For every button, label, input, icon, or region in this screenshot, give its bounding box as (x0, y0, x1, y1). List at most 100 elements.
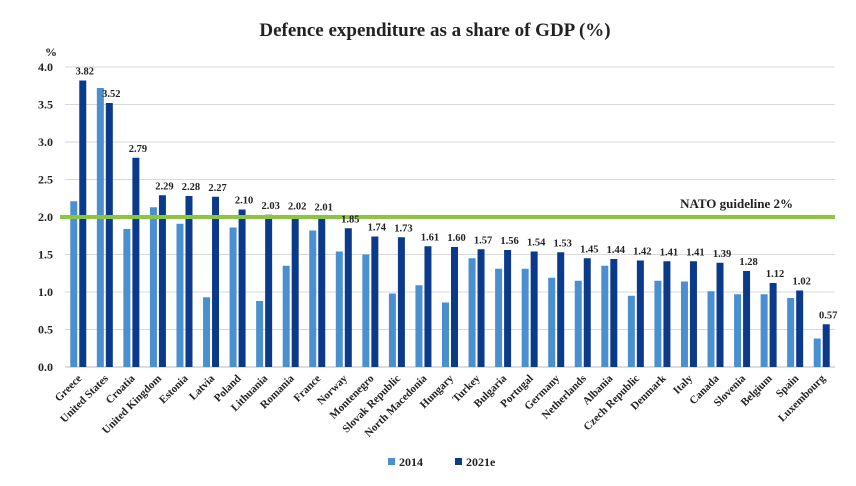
data-label: 1.44 (607, 245, 626, 256)
bar-2014-greece (70, 201, 78, 367)
bar-2014-slovak-republic (388, 293, 396, 367)
bar-2014-estonia (176, 223, 184, 367)
bar-2021e-bulgaria (504, 250, 512, 367)
bar-2021e-france (318, 216, 326, 367)
data-label: 2.10 (235, 196, 253, 207)
bar-2021e-norway (344, 228, 352, 367)
data-label: 2.28 (182, 182, 200, 193)
bar-2014-north-macedonia (415, 285, 423, 367)
bar-2014-bulgaria (495, 268, 503, 367)
bar-2014-united-states (96, 88, 104, 367)
data-label: 1.45 (580, 244, 598, 255)
data-label: 1.53 (554, 238, 572, 249)
bar-2021e-croatia (132, 157, 140, 367)
y-tick-label: 4.0 (38, 60, 53, 74)
bar-2021e-montenegro (371, 236, 379, 367)
bar-2014-france (309, 230, 317, 367)
legend-label-2014: 2014 (399, 455, 423, 469)
bar-2021e-estonia (185, 196, 193, 367)
y-tick-label: 3.5 (38, 98, 53, 112)
y-tick-label: 1.0 (38, 285, 53, 299)
bar-2014-czech-republic (627, 295, 635, 367)
bar-2021e-hungary (451, 247, 458, 367)
data-label: 1.61 (421, 232, 439, 243)
bar-2014-romania (282, 265, 290, 367)
data-label: 1.74 (368, 223, 387, 234)
bar-2014-latvia (203, 297, 211, 367)
bar-2014-germany (548, 277, 556, 367)
bar-2021e-belgium (769, 283, 777, 367)
bar-2014-canada (707, 291, 715, 367)
data-label: 1.73 (394, 223, 412, 234)
bar-2021e-slovenia (743, 271, 751, 367)
data-label: 2.27 (208, 183, 226, 194)
bar-2021e-poland (238, 209, 246, 367)
bar-2021e-lithuania (265, 214, 273, 367)
chart-title: Defence expenditure as a share of GDP (%… (259, 20, 610, 41)
bar-2014-norway (335, 251, 343, 367)
bar-2014-portugal (521, 268, 529, 367)
data-label: 1.28 (739, 257, 757, 268)
legend-swatch-2014 (388, 458, 395, 465)
legend-label-2021e: 2021e (466, 455, 496, 469)
bar-2021e-luxembourg (822, 324, 830, 367)
data-label: 1.39 (713, 249, 731, 260)
data-label: 1.41 (660, 247, 678, 258)
data-label: 1.60 (447, 233, 465, 244)
bar-2014-turkey (468, 258, 476, 367)
bar-2014-hungary (442, 302, 449, 367)
bar-2014-slovenia (734, 294, 742, 367)
bar-2014-luxembourg (813, 338, 821, 367)
bar-2014-belgium (760, 294, 768, 367)
bar-2021e-spain (796, 290, 804, 367)
y-tick-label: 3.0 (38, 135, 53, 149)
data-label: 1.85 (341, 214, 359, 225)
bar-2021e-greece (79, 80, 87, 367)
y-axis-label: % (45, 45, 57, 59)
bar-2021e-north-macedonia (424, 246, 432, 367)
data-label: 2.03 (261, 201, 279, 212)
bar-2021e-romania (291, 215, 299, 367)
bar-2014-albania (601, 265, 609, 367)
data-label: 1.02 (792, 277, 810, 288)
x-tick-label: Estonia (157, 372, 191, 406)
y-tick-label: 0.5 (38, 323, 53, 337)
bar-2014-montenegro (362, 254, 370, 367)
data-label: 2.02 (288, 202, 306, 213)
legend-swatch-2021e (455, 458, 462, 465)
data-label: 1.57 (474, 235, 492, 246)
bar-2014-lithuania (256, 301, 264, 367)
data-label: 3.82 (76, 67, 94, 78)
bar-2021e-portugal (530, 251, 538, 367)
data-label: 1.41 (686, 247, 704, 258)
bar-2021e-slovak-republic (397, 237, 405, 367)
bar-2021e-czech-republic (636, 260, 644, 367)
bar-2021e-netherlands (583, 258, 591, 367)
y-tick-label: 2.5 (38, 173, 53, 187)
bar-2014-italy (680, 281, 688, 367)
bar-2021e-albania (610, 259, 618, 367)
bar-2021e-turkey (477, 249, 485, 367)
data-label: 2.29 (155, 181, 173, 192)
data-label: 2.01 (315, 202, 333, 213)
bar-2021e-canada (716, 262, 724, 367)
bar-2021e-united-states (105, 103, 113, 367)
data-label: 2.79 (129, 144, 147, 155)
bar-2021e-italy (689, 261, 697, 367)
nato-guideline-label: NATO guideline 2% (680, 196, 793, 211)
data-label: 1.54 (527, 238, 546, 249)
data-label: 1.56 (500, 236, 518, 247)
y-tick-label: 2.0 (38, 210, 53, 224)
bar-2014-united-kingdom (149, 207, 157, 367)
bar-2014-croatia (123, 229, 131, 367)
bar-2014-netherlands (574, 280, 582, 367)
data-label: 3.52 (102, 89, 120, 100)
data-label: 1.42 (633, 247, 651, 258)
bar-2021e-germany (557, 252, 565, 367)
bar-2021e-latvia (212, 196, 220, 367)
bar-2014-spain (787, 298, 795, 367)
bar-2014-poland (229, 227, 237, 367)
data-label: 1.12 (766, 269, 784, 280)
